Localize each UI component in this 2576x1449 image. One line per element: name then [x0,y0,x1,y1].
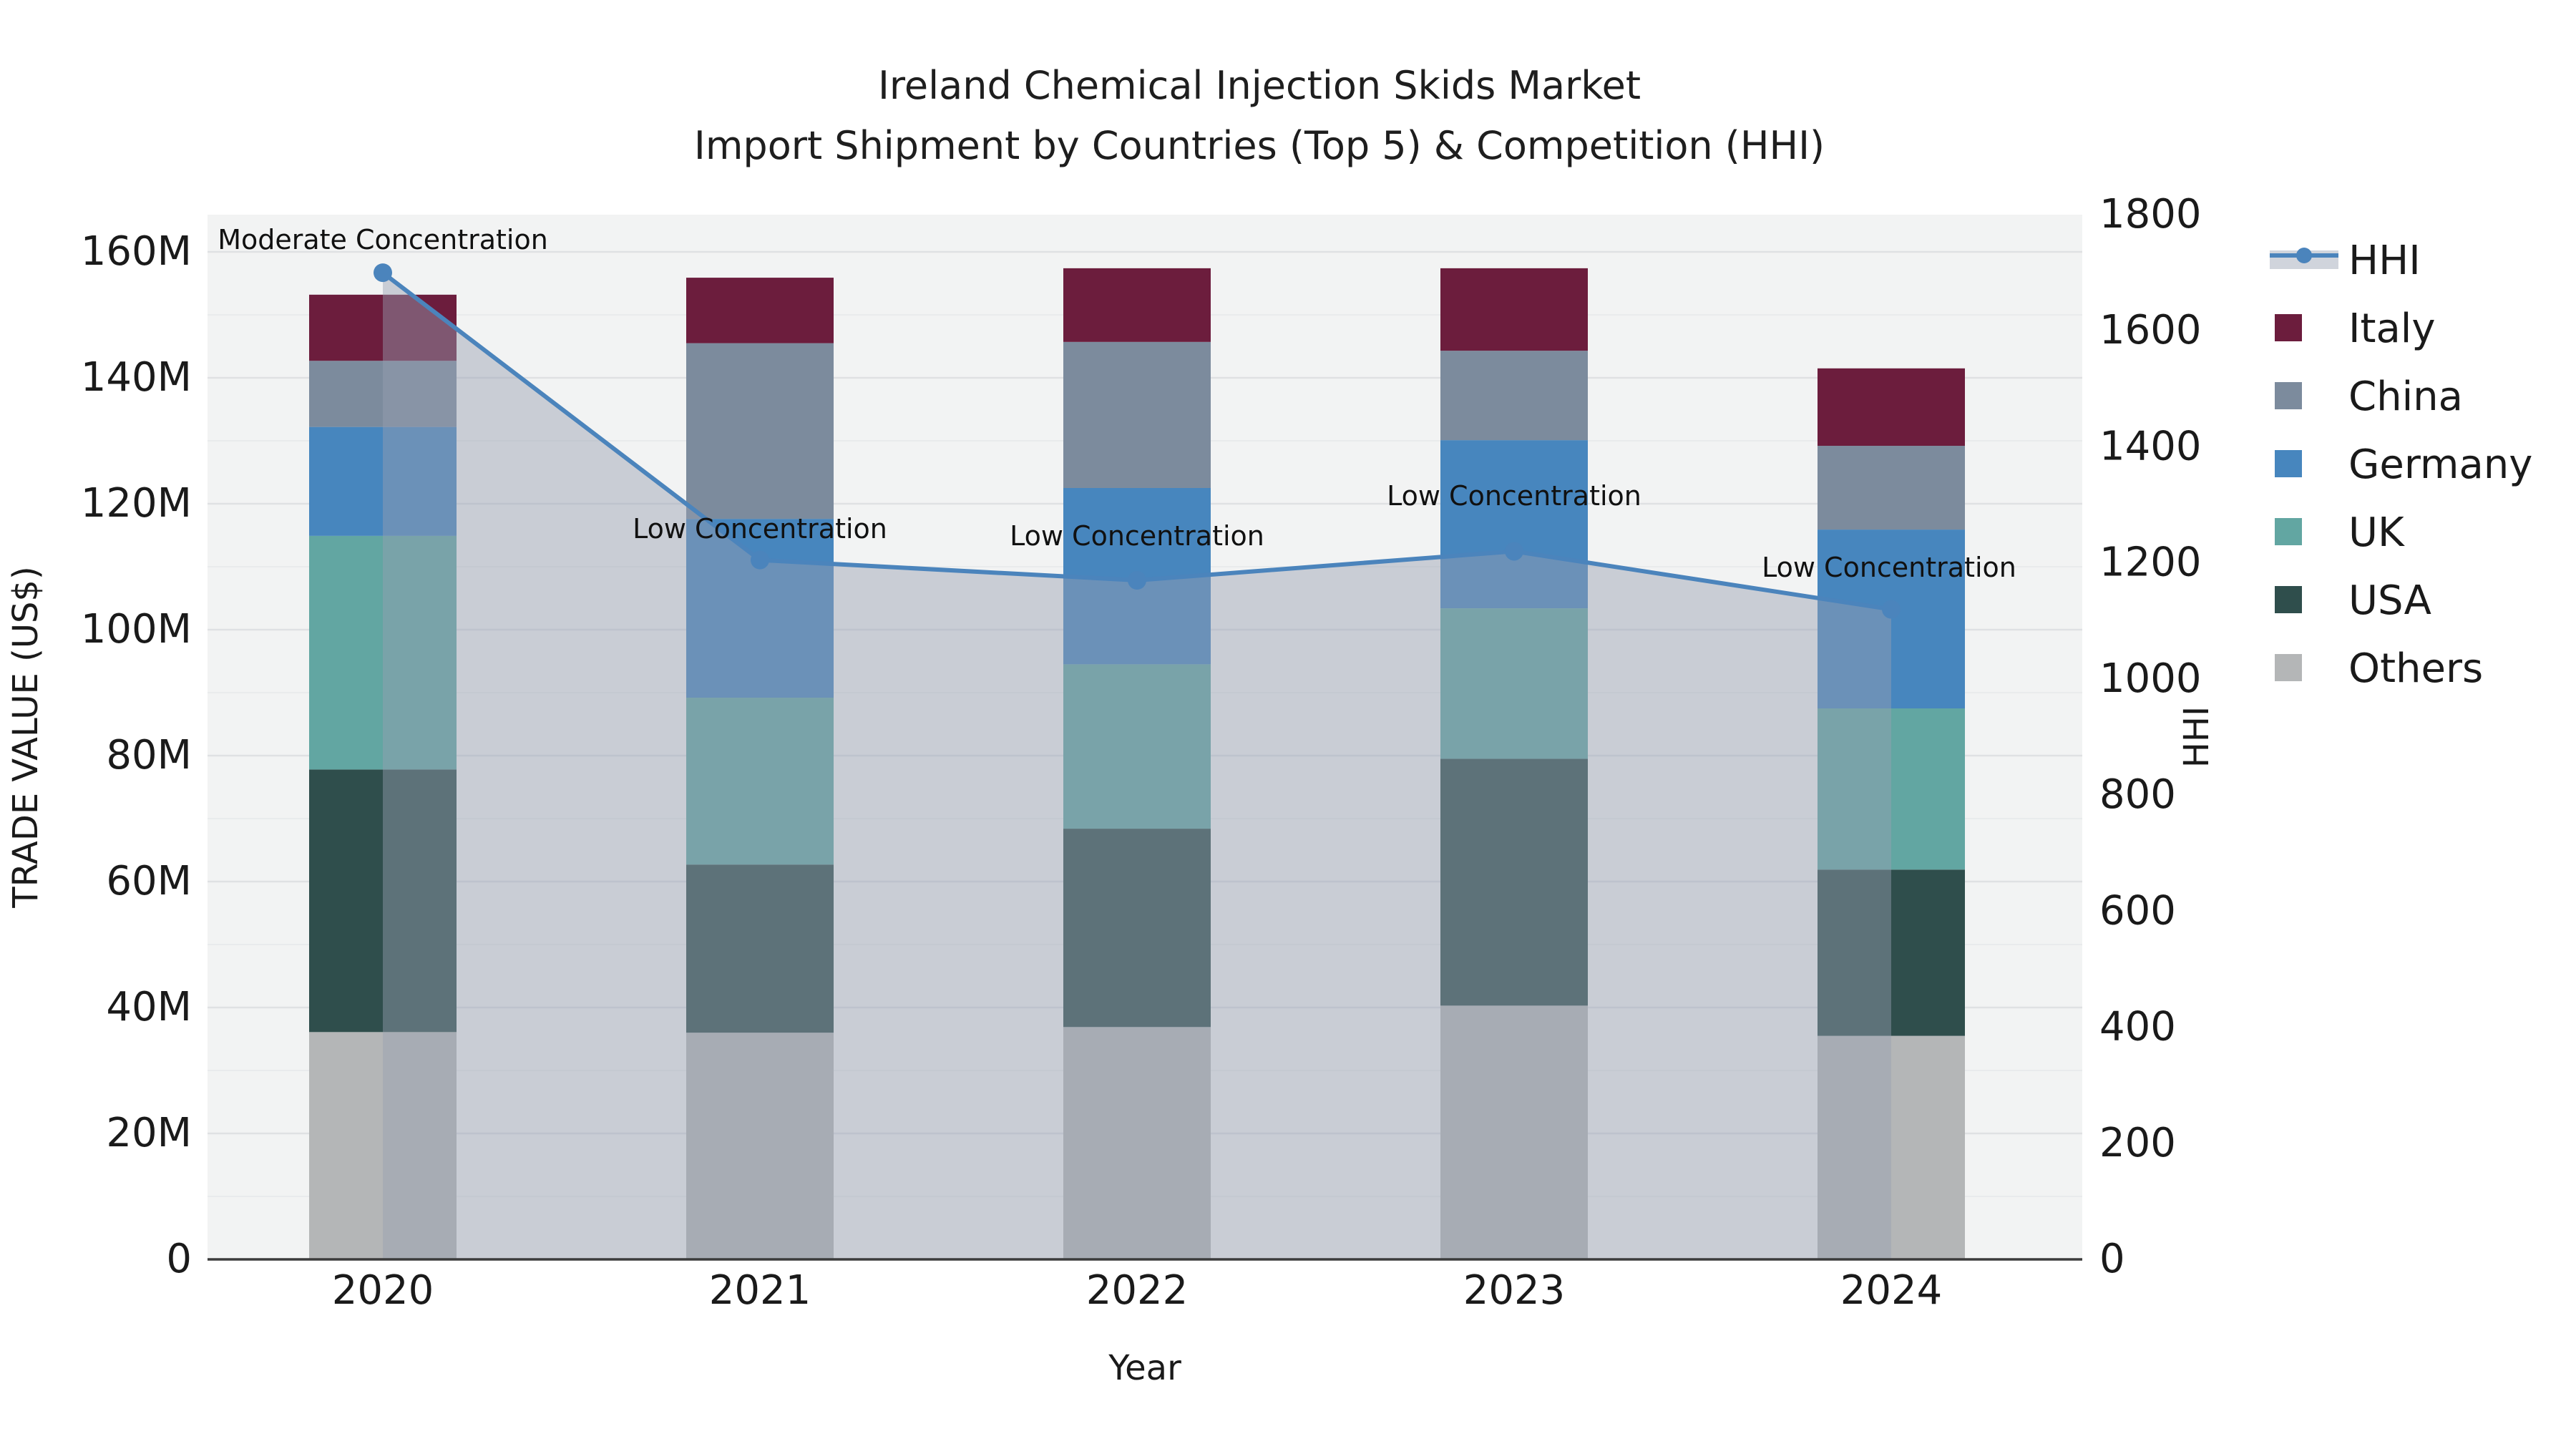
y-right-tick-label: 1600 [2099,307,2202,353]
y-right-tick-label: 200 [2099,1120,2176,1166]
chart-subtitle: Import Shipment by Countries (Top 5) & C… [693,122,1825,168]
annotation-2020: Moderate Concentration [218,224,548,255]
legend-label-china[interactable]: China [2348,374,2463,420]
hhi-legend-marker-icon [2296,248,2312,263]
bar-segment-germany-2021[interactable] [686,519,834,698]
legend-swatch-others [2275,654,2302,681]
legend-label-germany[interactable]: Germany [2348,441,2532,488]
y-right-tick-label: 1400 [2099,423,2202,469]
bar-segment-usa-2022[interactable] [1063,829,1211,1028]
hhi-marker-2024[interactable] [1882,600,1901,619]
legend-swatch-italy [2275,314,2302,341]
annotation-2022: Low Concentration [1010,520,1264,552]
legend-label-hhi[interactable]: HHI [2348,238,2421,284]
x-tick-label-2024: 2024 [1840,1267,1943,1314]
legend-item-italy[interactable]: Italy [2275,306,2436,352]
bar-segment-italy-2024[interactable] [1818,368,1965,447]
y-left-tick-label: 20M [106,1110,192,1156]
legend-label-others[interactable]: Others [2348,645,2483,692]
chart-title: Ireland Chemical Injection Skids Market [877,63,1641,108]
bar-segment-germany-2020[interactable] [309,426,457,536]
bar-segment-uk-2023[interactable] [1440,608,1588,759]
bar-segment-usa-2021[interactable] [686,864,834,1033]
annotation-2024: Low Concentration [1762,552,2016,583]
legend-swatch-china [2275,382,2302,409]
y-right-axis-title: HHI [2177,706,2217,768]
bar-segment-uk-2021[interactable] [686,698,834,865]
bar-segment-china-2023[interactable] [1440,351,1588,441]
y-left-tick-label: 60M [106,858,192,904]
y-left-tick-label: 40M [106,984,192,1030]
y-right-tick-label: 1800 [2099,191,2202,238]
legend-item-china[interactable]: China [2275,374,2463,420]
bar-segment-others-2020[interactable] [309,1032,457,1259]
bar-segment-uk-2024[interactable] [1818,708,1965,870]
y-left-tick-label: 80M [106,732,192,779]
legend-swatch-uk [2275,518,2302,545]
legend-item-others[interactable]: Others [2275,645,2483,692]
legend-label-uk[interactable]: UK [2348,509,2405,556]
bar-segment-china-2022[interactable] [1063,341,1211,488]
bar-segment-others-2024[interactable] [1818,1035,1965,1259]
x-tick-label-2023: 2023 [1463,1267,1566,1314]
legend-label-italy[interactable]: Italy [2348,306,2436,352]
bar-segment-uk-2020[interactable] [309,535,457,770]
bar-segment-italy-2021[interactable] [686,278,834,343]
y-left-tick-label: 140M [81,354,192,401]
legend-swatch-usa [2275,586,2302,613]
y-right-tick-label: 1000 [2099,655,2202,702]
hhi-area-fill [383,273,1891,1260]
hhi-marker-2020[interactable] [374,263,392,283]
bar-segment-usa-2024[interactable] [1818,869,1965,1036]
y-left-tick-label: 0 [166,1236,192,1282]
x-tick-label-2022: 2022 [1086,1267,1189,1314]
y-left-axis-title: TRADE VALUE (US$) [6,566,46,908]
y-right-tick-label: 0 [2099,1236,2125,1282]
bar-segment-china-2021[interactable] [686,343,834,519]
hhi-marker-2023[interactable] [1505,542,1523,561]
legend-item-germany[interactable]: Germany [2275,441,2532,488]
x-axis-title: Year [1108,1348,1181,1388]
bar-segment-others-2023[interactable] [1440,1005,1588,1259]
y-left-tick-label: 100M [81,606,192,653]
y-right-tick-label: 1200 [2099,540,2202,586]
legend-item-hhi[interactable]: HHI [2270,238,2421,284]
bar-segment-china-2024[interactable] [1818,446,1965,530]
y-right-tick-label: 800 [2099,771,2176,818]
bar-segment-italy-2023[interactable] [1440,268,1588,351]
bar-segment-china-2020[interactable] [309,361,457,427]
bar-segment-usa-2023[interactable] [1440,758,1588,1006]
annotation-2023: Low Concentration [1387,480,1641,512]
legend: HHI Italy China Germany UK USA Others [2270,238,2532,692]
legend-label-usa[interactable]: USA [2348,577,2431,624]
bar-segment-germany-2023[interactable] [1440,440,1588,609]
legend-swatch-germany [2275,450,2302,477]
y-right-tick-label: 600 [2099,887,2176,934]
y-left-tick-label: 160M [81,228,192,275]
x-tick-label-2020: 2020 [332,1267,434,1314]
chart-title-block: Ireland Chemical Injection Skids Market … [0,56,2519,175]
bar-segment-italy-2022[interactable] [1063,268,1211,342]
hhi-marker-2022[interactable] [1128,571,1146,590]
hhi-marker-2021[interactable] [751,550,769,570]
y-right-tick-label: 400 [2099,1004,2176,1050]
bar-series-group [309,268,1965,1259]
legend-item-usa[interactable]: USA [2275,577,2431,624]
bar-segment-italy-2020[interactable] [309,294,457,361]
bar-segment-uk-2022[interactable] [1063,664,1211,829]
annotation-2021: Low Concentration [633,513,887,545]
x-tick-label-2021: 2021 [709,1267,811,1314]
bar-segment-others-2022[interactable] [1063,1027,1211,1259]
bar-segment-others-2021[interactable] [686,1033,834,1259]
bar-segment-usa-2020[interactable] [309,769,457,1033]
bar-segment-germany-2024[interactable] [1818,530,1965,708]
y-left-tick-label: 120M [81,480,192,527]
legend-item-uk[interactable]: UK [2275,509,2405,556]
